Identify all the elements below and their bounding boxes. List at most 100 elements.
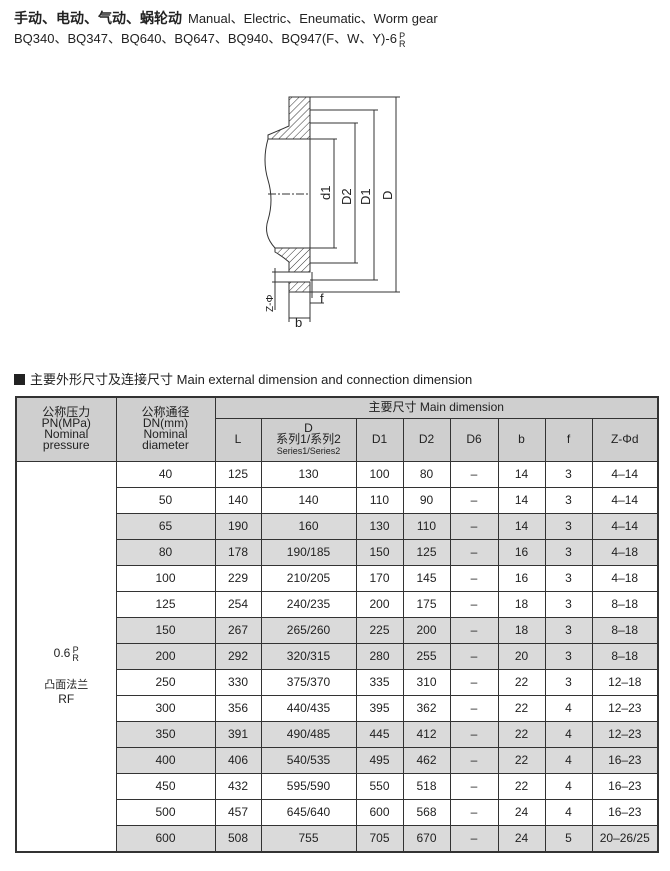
table-cell: 160 — [260, 512, 357, 540]
section-heading: 主要外形尺寸及连接尺寸 Main external dimension and … — [14, 369, 472, 388]
header-D6: D6 — [449, 417, 499, 462]
table-cell: 300 — [115, 694, 216, 722]
table-cell: 400 — [115, 746, 216, 774]
table-cell: 292 — [214, 642, 262, 670]
face-en: RF — [58, 691, 75, 706]
table-cell: 18 — [497, 590, 546, 618]
table-cell: 175 — [402, 590, 451, 618]
table-cell: 170 — [355, 564, 404, 592]
model-list: BQ340、BQ347、BQ640、BQ647、BQ940、BQ947(F、W、… — [14, 28, 406, 49]
table-row: 200 292 320/315 280 255–20 3 8–18 — [16, 642, 659, 670]
table-cell: 100 — [115, 564, 216, 592]
table-cell: 190 — [214, 512, 262, 540]
flange-upper — [267, 96, 311, 140]
label-b: b — [295, 315, 302, 330]
table-cell: 540/535 — [260, 746, 357, 774]
table-cell: 320/315 — [260, 642, 357, 670]
table-cell: 3 — [544, 538, 593, 566]
table-cell: 110 — [355, 486, 404, 514]
table-cell: 3 — [544, 486, 593, 514]
table-cell: – — [449, 486, 499, 514]
table-cell: 125 — [115, 590, 216, 618]
table-cell: 600 — [115, 824, 216, 852]
table-cell: 40 — [115, 460, 216, 488]
table-cell: – — [449, 720, 499, 748]
title-cn: 手动、电动、气动、蜗轮动 — [14, 11, 182, 27]
table-cell: 4–18 — [591, 564, 659, 592]
table-cell: 395 — [355, 694, 404, 722]
table-cell: – — [449, 798, 499, 826]
table-row: 0.6 P R 凸面法兰 RF 40 125 130 100 80–14 3 4–14 — [15, 460, 659, 852]
table-row: 100 229 210/205 170 145–16 3 4–18 — [16, 564, 659, 592]
table-cell: 110 — [402, 512, 451, 540]
table-cell: 12–23 — [591, 720, 659, 748]
table-cell: – — [449, 564, 499, 592]
table-cell: 22 — [497, 668, 546, 696]
table-cell: 568 — [402, 798, 451, 826]
table-cell: 8–18 — [591, 590, 659, 618]
header-diameter: 公称通径 DN(mm) Nominal diameter — [115, 396, 216, 462]
table-cell: 125 — [402, 538, 451, 566]
table-cell: 200 — [355, 590, 404, 618]
table-cell: 3 — [544, 616, 593, 644]
table-cell: 490/485 — [260, 720, 357, 748]
table-row: 600 508 755 705 670–24 5 20–26/25 — [16, 824, 659, 852]
header-b: b — [497, 417, 546, 462]
table-cell: 4 — [544, 772, 593, 800]
square-bullet-icon — [14, 374, 25, 385]
dimension-table: 公称压力 PN(MPa) Nominal pressure 公称通径 DN(mm) Nom… — [15, 396, 659, 853]
table-cell: – — [449, 460, 499, 488]
table-cell: 16–23 — [591, 772, 659, 800]
table-cell: 130 — [355, 512, 404, 540]
table-cell: 445 — [355, 720, 404, 748]
table-cell: 8–18 — [591, 642, 659, 670]
table-cell: 8–18 — [591, 616, 659, 644]
table-cell: 80 — [402, 460, 451, 488]
table-cell: – — [449, 512, 499, 540]
table-row: 300 356 440/435 395 362–22 4 12–23 — [16, 694, 659, 722]
table-cell: 375/370 — [260, 668, 357, 696]
title-en: Manual、Electric、Eneumatic、Worm gear — [188, 11, 438, 26]
table-row: 125 254 240/235 200 175–18 3 8–18 — [16, 590, 659, 618]
table-cell: 440/435 — [260, 694, 357, 722]
table-cell: 4 — [544, 746, 593, 774]
models-text: BQ340、BQ347、BQ640、BQ647、BQ940、BQ947(F、W、… — [14, 31, 397, 46]
flange-lower — [274, 247, 311, 273]
table-cell: 200 — [115, 642, 216, 670]
table-cell: 508 — [214, 824, 262, 852]
table-cell: 4–14 — [591, 460, 659, 488]
table-cell: 267 — [214, 616, 262, 644]
table-cell: – — [449, 668, 499, 696]
label-D: D — [380, 191, 395, 200]
table-cell: 330 — [214, 668, 262, 696]
pressure-cell: 0.6 P R 凸面法兰 RF — [15, 460, 117, 852]
table-cell: 240/235 — [260, 590, 357, 618]
table-cell: 310 — [402, 668, 451, 696]
flange-diagram: d1 D2 D1 D Z-Φ b f — [264, 96, 400, 330]
sub: R — [398, 39, 406, 49]
table-cell: 335 — [355, 668, 404, 696]
table-cell: 362 — [402, 694, 451, 722]
table-cell: 450 — [115, 772, 216, 800]
table-cell: – — [449, 694, 499, 722]
table-cell: 24 — [497, 824, 546, 852]
table-cell: 150 — [355, 538, 404, 566]
face-cn: 凸面法兰 — [44, 677, 89, 691]
table-cell: 4–18 — [591, 538, 659, 566]
table-cell: 22 — [497, 746, 546, 774]
table-cell: 50 — [115, 486, 216, 514]
table-cell: 670 — [402, 824, 451, 852]
table-row: 50 140 140 110 90–14 3 4–14 — [16, 486, 659, 514]
table-cell: 457 — [214, 798, 262, 826]
table-cell: 145 — [402, 564, 451, 592]
table-cell: 412 — [402, 720, 451, 748]
header-D2: D2 — [402, 417, 451, 462]
table-cell: – — [449, 772, 499, 800]
label-D2: D2 — [339, 188, 354, 205]
table-cell: 462 — [402, 746, 451, 774]
table-cell: 518 — [402, 772, 451, 800]
table-cell: 12–18 — [591, 668, 659, 696]
label-f: f — [320, 291, 324, 306]
table-cell: 255 — [402, 642, 451, 670]
table-row: 500 457 645/640 600 568–24 4 16–23 — [16, 798, 659, 826]
